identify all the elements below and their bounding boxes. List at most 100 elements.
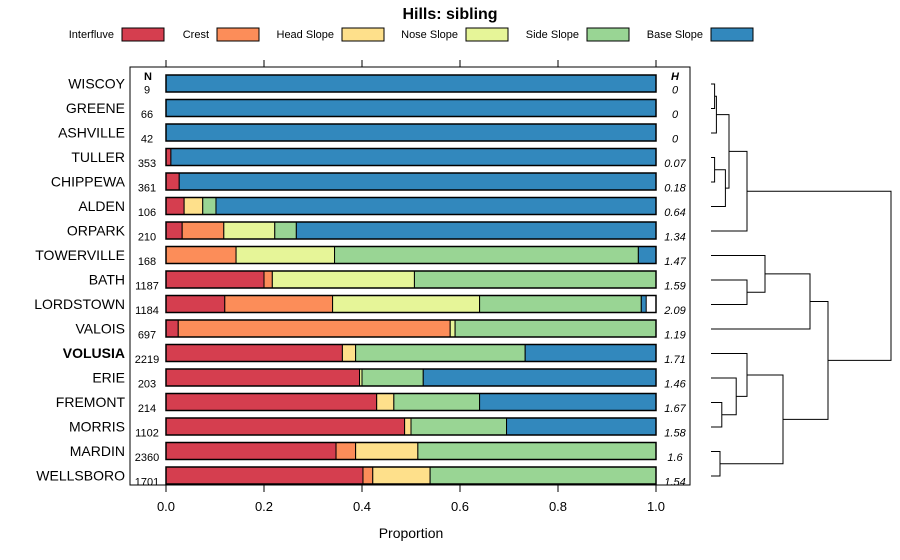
dendrogram-branch (711, 353, 748, 397)
bar-outline (165, 319, 657, 338)
bar-outline (165, 343, 657, 363)
dendrogram-branch (711, 157, 716, 183)
dendrogram-branch (711, 255, 766, 293)
category-label: MORRIS (69, 419, 125, 435)
bar-segment-base-slope (170, 148, 657, 166)
n-value: 353 (138, 158, 156, 170)
row-greene: GREENE 66 0 (66, 98, 679, 121)
x-tick-label: 0.0 (157, 499, 175, 514)
category-label: VOLUSIA (63, 345, 125, 361)
row-lordstown: LORDSTOWN 1184 2.09 (34, 294, 686, 317)
top-axis-ticks (165, 60, 657, 67)
bar-outline (165, 294, 657, 314)
n-value: 203 (138, 379, 156, 391)
n-value: 1187 (135, 281, 159, 293)
dendrogram-branch (711, 279, 748, 305)
bar-outline (165, 147, 657, 167)
dendrogram-branch (747, 190, 892, 361)
bar-outline (165, 74, 657, 93)
row-morris: MORRIS 1102 1.58 (69, 417, 687, 440)
x-tick-label: 0.6 (451, 499, 469, 514)
h-value: 1.71 (664, 354, 685, 366)
dendrogram-branch (711, 95, 717, 134)
category-label: FREMONT (56, 394, 126, 410)
x-tick-label: 1.0 (647, 499, 665, 514)
h-value: 0.07 (664, 158, 686, 170)
legend: Interfluve Crest Head Slope Nose Slope Side … (69, 27, 754, 42)
bar-outline (165, 123, 657, 142)
category-label: ERIE (92, 370, 125, 386)
h-value: 1.34 (664, 232, 685, 244)
bar-segment-base-slope (178, 172, 657, 191)
row-bath: BATH 1187 1.59 (89, 270, 686, 293)
h-value: 1.19 (664, 330, 685, 342)
row-wiscoy: WISCOY 9 0 (68, 74, 679, 97)
category-label: TOWERVILLE (35, 247, 125, 263)
h-value: 1.54 (664, 477, 685, 489)
legend-swatch-interfluve (121, 27, 165, 42)
row-orpark: ORPARK 210 1.34 (67, 221, 686, 244)
bar-segment-interfluve (165, 197, 185, 215)
bar-segment-base-slope (422, 368, 657, 387)
bar-segment-head-slope (376, 393, 395, 411)
n-value: 106 (138, 207, 156, 219)
bar-segment-head-slope (183, 197, 204, 215)
bar-segment-nose-slope (223, 221, 276, 240)
row-alden: ALDEN 106 0.64 (78, 196, 686, 219)
bar-segment-side-slope (361, 368, 424, 387)
plot-frame (129, 66, 691, 486)
h-value: 1.46 (664, 379, 686, 391)
bar-segment-crest (335, 442, 357, 460)
x-tick-label: 0.2 (255, 499, 273, 514)
n-value: 2219 (135, 354, 159, 366)
row-erie: ERIE 203 1.46 (92, 368, 687, 391)
n-value: 168 (138, 256, 156, 268)
category-label: ASHVILLE (58, 125, 125, 141)
bar-segment-nose-slope (271, 270, 415, 289)
legend-swatch-crest (216, 27, 260, 42)
row-towerville: TOWERVILLE 168 1.47 (35, 245, 687, 268)
n-value: 2360 (135, 452, 159, 464)
bar-segment-side-slope (413, 270, 657, 289)
category-label: MARDIN (70, 443, 125, 459)
bar-segment-interfluve (165, 270, 265, 289)
bar-segment-side-slope (393, 393, 481, 411)
bar-segment-interfluve (165, 319, 179, 338)
bar-segment-head-slope (355, 442, 419, 460)
category-label: GREENE (66, 100, 125, 116)
bar-segment-interfluve (165, 344, 343, 362)
bar-segment-head-slope (404, 417, 412, 436)
legend-label-nose-slope: Nose Slope (401, 29, 458, 41)
n-value: 1102 (135, 428, 159, 440)
category-label: LORDSTOWN (34, 296, 125, 312)
row-chippewa: CHIPPEWA 361 0.18 (51, 172, 687, 195)
bar-segment-base-slope (165, 74, 657, 93)
row-wellsboro: WELLSBORO 1701 1.54 (36, 466, 686, 489)
bar-segment-base-slope (640, 295, 647, 313)
x-tick-label: 0.4 (353, 499, 371, 514)
row-ashville: ASHVILLE 42 0 (58, 123, 679, 146)
category-label: ALDEN (78, 198, 125, 214)
category-label: BATH (89, 272, 125, 288)
legend-swatch-nose-slope (465, 27, 509, 42)
n-value: 697 (138, 330, 156, 342)
legend-swatch-side-slope (586, 27, 630, 42)
dendrogram-branch (711, 169, 726, 207)
bar-segment-base-slope (165, 99, 657, 117)
dendrogram-branch (711, 273, 811, 330)
x-axis: 0.0 0.2 0.4 0.6 0.8 1.0 (157, 485, 665, 514)
legend-swatch-base-slope (710, 27, 754, 42)
bar-segment-side-slope (429, 466, 657, 485)
n-value: 42 (141, 134, 153, 146)
n-value: 1184 (135, 305, 159, 317)
n-value: 214 (138, 403, 156, 415)
bar-outline (165, 466, 657, 485)
n-value: 1701 (135, 477, 159, 489)
n-value: 66 (141, 109, 153, 121)
legend-label-crest: Crest (183, 29, 209, 41)
bar-segment-interfluve (165, 221, 183, 240)
bar-segment-interfluve (165, 442, 337, 460)
bar-segment-side-slope (454, 319, 657, 338)
h-value: 1.59 (664, 281, 685, 293)
